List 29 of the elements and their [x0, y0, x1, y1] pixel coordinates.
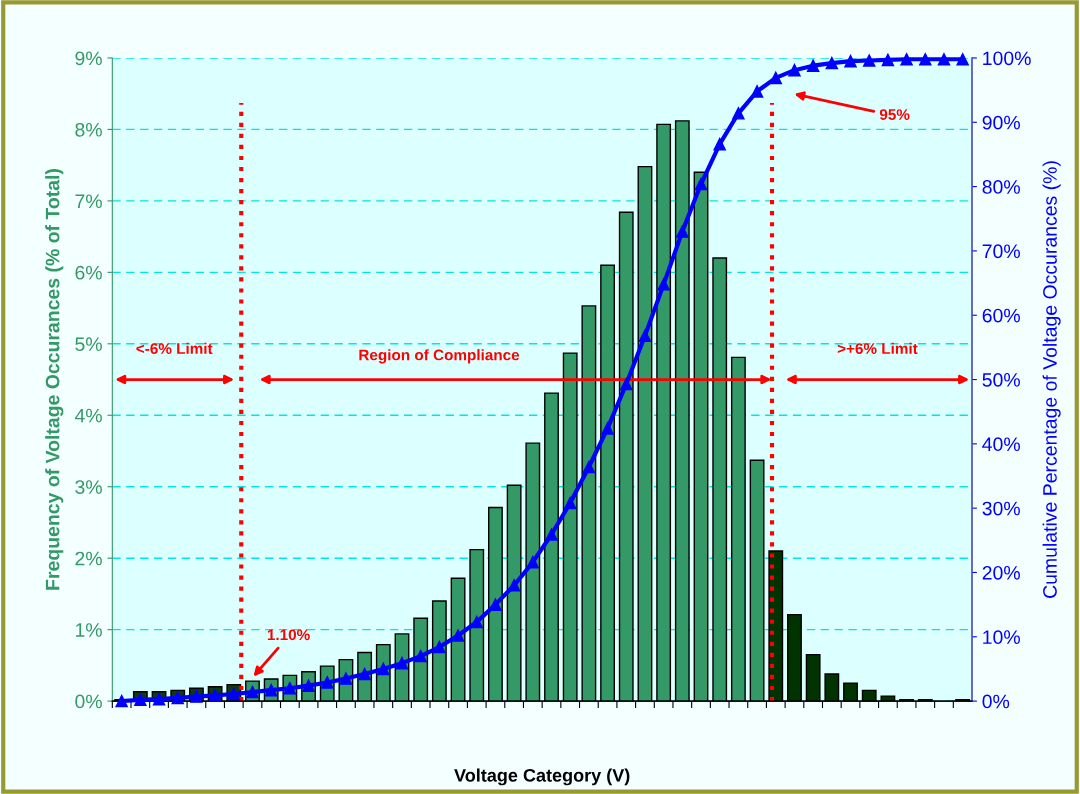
annotation: Region of Compliance: [359, 349, 520, 364]
y2-tick-label: 10%: [983, 630, 1020, 645]
y-tick-label: 1%: [75, 623, 102, 637]
y-axis-title: Frequency of Voltage Occurances (% of Total): [45, 169, 64, 590]
y2-tick-label: 30%: [982, 501, 1020, 516]
y-tick-label: 8%: [75, 122, 102, 137]
y-tick-label: 6%: [75, 265, 102, 280]
annotation: <-6% Limit: [136, 342, 213, 354]
y2-tick-label: 100%: [983, 51, 1031, 66]
y2-tick-label: 70%: [982, 244, 1020, 259]
y-tick-label: 3%: [75, 480, 102, 494]
y-tick-label: 9%: [75, 51, 102, 66]
y2-tick-label: 20%: [982, 565, 1020, 580]
y-tick-label: 5%: [75, 337, 102, 352]
annotation: 95%: [879, 109, 910, 120]
y2-tick-label: 0%: [982, 694, 1010, 709]
annotation: >+6% Limit: [837, 342, 918, 354]
y-tick-label: 0%: [75, 694, 102, 709]
x-axis-title: Voltage Category (V): [454, 768, 630, 786]
y-tick-label: 7%: [75, 194, 102, 209]
y-tick-label: 2%: [75, 551, 102, 566]
y2-tick-label: 60%: [982, 308, 1020, 323]
y2-tick-label: 50%: [982, 373, 1020, 387]
y2-axis-title: Cumulative Percentage of Voltage Occurances (%): [1042, 161, 1061, 598]
y-tick-label: 4%: [74, 408, 102, 423]
y2-tick-label: 80%: [982, 180, 1020, 194]
y2-tick-label: 90%: [982, 115, 1020, 130]
annotation: 1.10%: [267, 629, 310, 641]
y2-tick-label: 40%: [982, 437, 1020, 452]
